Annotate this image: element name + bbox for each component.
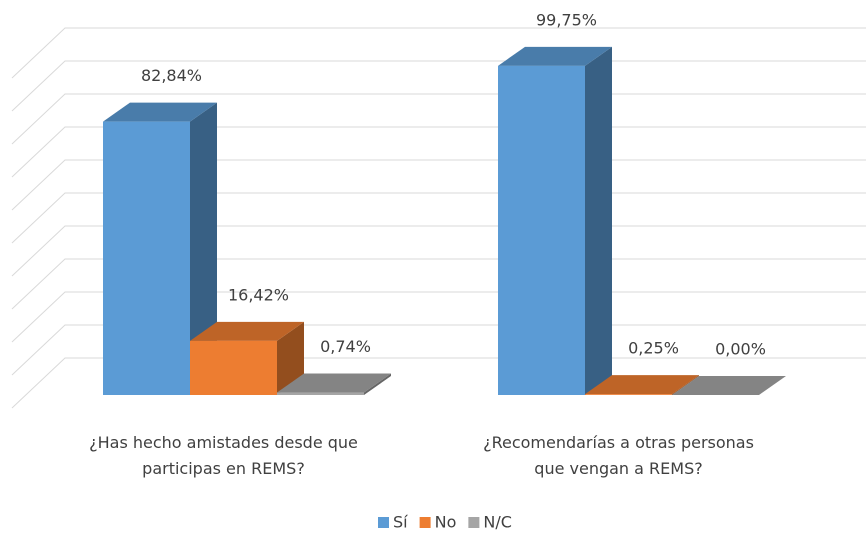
bar-side xyxy=(364,373,391,395)
data-label: 82,84% xyxy=(141,66,202,85)
bar xyxy=(190,340,277,395)
legend-label: No xyxy=(435,513,457,532)
data-label: 0,00% xyxy=(715,340,766,359)
data-label: 99,75% xyxy=(536,10,597,29)
legend-swatch xyxy=(419,517,431,528)
bar xyxy=(498,65,585,395)
data-label: 0,25% xyxy=(628,339,679,358)
bar xyxy=(277,392,364,395)
legend-label: N/C xyxy=(483,513,512,532)
bar-side xyxy=(585,46,612,395)
bar-side xyxy=(672,375,699,395)
data-label: 0,74% xyxy=(320,337,371,356)
legend-label: Sí xyxy=(393,513,408,532)
bar-top xyxy=(498,46,612,66)
bar-top xyxy=(277,373,391,393)
legend-swatch xyxy=(468,517,480,528)
bar-top xyxy=(672,376,786,395)
x-tick-label: ¿Has hecho amistades desde que participas… xyxy=(89,433,358,478)
x-tick-label: ¿Recomendarías a otras personas que venga… xyxy=(483,433,754,478)
bar xyxy=(585,394,672,395)
bar xyxy=(103,121,190,396)
bar-top xyxy=(585,375,699,395)
bar-side xyxy=(190,102,217,396)
bar-side xyxy=(277,321,304,395)
data-label: 16,42% xyxy=(228,285,289,304)
bar-top xyxy=(103,102,217,122)
grid-line xyxy=(11,27,866,79)
bar-top xyxy=(190,321,304,341)
legend-swatch xyxy=(378,517,389,528)
